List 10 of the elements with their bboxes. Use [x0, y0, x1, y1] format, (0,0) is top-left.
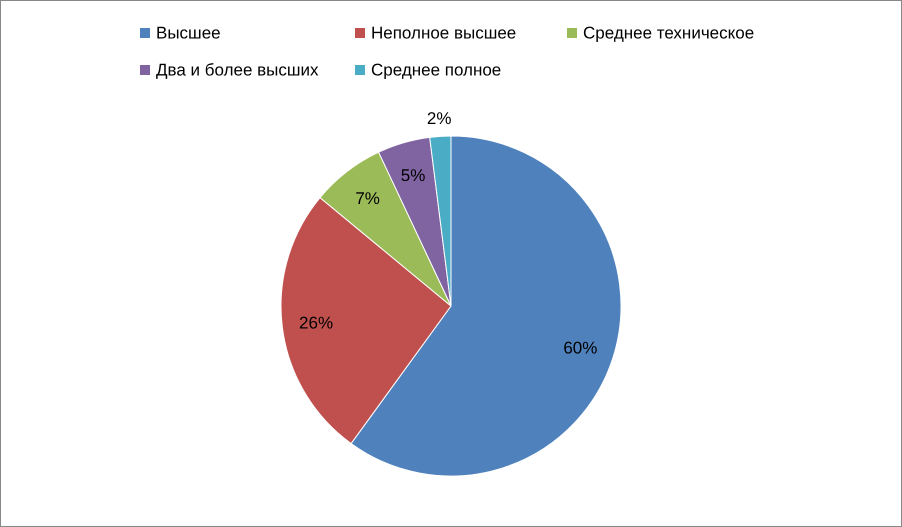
data-label: 5%	[400, 166, 426, 185]
legend-label: Среднее техническое	[583, 24, 754, 42]
data-label: 2%	[426, 108, 452, 128]
legend-label: Два и более высших	[156, 60, 320, 80]
legend-label: Неполное высшее	[371, 24, 516, 42]
data-label: 26%	[299, 314, 334, 333]
legend-label: Среднее полное	[371, 60, 502, 80]
data-label: 7%	[355, 189, 380, 208]
data-label: 60%	[563, 338, 598, 358]
legend-label: Высшее	[156, 24, 221, 42]
